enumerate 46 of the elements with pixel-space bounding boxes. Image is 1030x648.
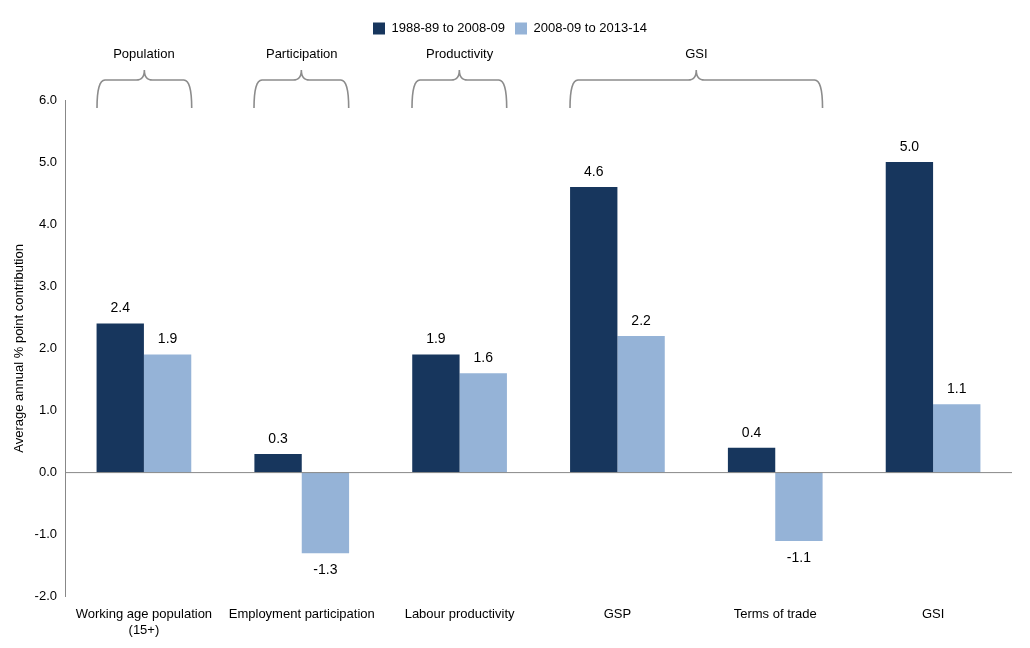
bar <box>412 354 460 473</box>
y-tick-label: -2.0 <box>34 588 57 604</box>
data-label: 0.4 <box>741 423 762 440</box>
x-tick-label: GSI <box>921 606 945 622</box>
data-label: 0.3 <box>268 429 289 446</box>
data-label: -1.3 <box>313 561 338 578</box>
bar <box>775 472 823 541</box>
y-tick-label: 3.0 <box>38 277 57 293</box>
text: Population <box>112 46 176 61</box>
bar <box>933 404 981 473</box>
data-label: 1.6 <box>473 349 494 366</box>
y-tick-label: 6.0 <box>38 91 57 107</box>
legend-label: 2008-09 to 2013-14 <box>533 20 647 36</box>
bar <box>96 323 144 473</box>
y-tick-label: 1.0 <box>38 402 57 418</box>
data-label: 2.2 <box>631 311 652 328</box>
bar <box>727 447 776 473</box>
bar <box>301 472 350 554</box>
bar <box>254 453 302 473</box>
y-axis-title: Average annual % point contribution <box>11 244 27 453</box>
legend-label: 1988-89 to 2008-09 <box>391 20 505 36</box>
text: Productivity <box>424 46 495 61</box>
y-tick-label: 4.0 <box>38 215 57 231</box>
y-tick-label: 5.0 <box>38 153 57 169</box>
bar <box>617 335 665 473</box>
data-label: 1.9 <box>157 330 178 347</box>
data-label: -1.1 <box>786 548 812 565</box>
text: Participation <box>264 46 339 61</box>
data-label: 1.1 <box>947 380 967 397</box>
x-tick-label: GSP <box>603 606 632 622</box>
data-label: 1.9 <box>426 330 446 347</box>
data-label: 4.6 <box>584 162 604 179</box>
bar <box>459 373 507 473</box>
y-tick-label: 0.0 <box>38 464 57 480</box>
x-tick-label: Terms of trade <box>733 606 817 622</box>
x-tick-label: Working age population (15+) <box>75 606 213 637</box>
text: GSI <box>684 46 709 61</box>
bar <box>885 162 934 473</box>
x-tick-label: Employment participation <box>228 606 375 622</box>
bar <box>570 186 618 473</box>
y-tick-label: 2.0 <box>38 339 57 355</box>
y-tick-label: -1.0 <box>34 526 57 542</box>
x-tick-label: Labour productivity <box>404 606 515 622</box>
bar <box>143 354 192 473</box>
data-label: 5.0 <box>899 137 920 154</box>
data-label: 2.4 <box>110 299 131 316</box>
